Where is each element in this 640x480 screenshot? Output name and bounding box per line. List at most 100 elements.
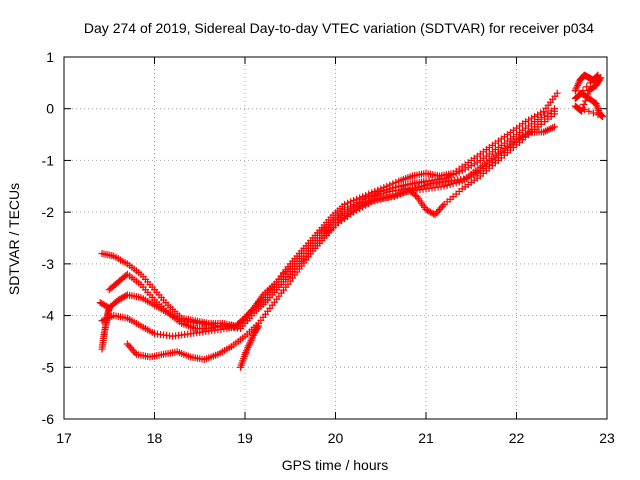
y-tick-label: -6 xyxy=(42,411,55,427)
data-point xyxy=(439,202,447,210)
data-point xyxy=(371,192,379,200)
y-tick-label: -1 xyxy=(42,152,55,168)
data-point xyxy=(433,209,441,217)
data-point xyxy=(534,111,542,119)
data-point xyxy=(248,335,256,343)
data-point xyxy=(246,340,254,348)
y-tick-label: -5 xyxy=(42,359,55,375)
data-point xyxy=(592,100,600,108)
data-point xyxy=(411,184,419,192)
data-point xyxy=(594,111,602,119)
data-point xyxy=(119,293,127,301)
data-point xyxy=(431,211,439,219)
y-tick-label: -2 xyxy=(42,204,55,220)
data-point xyxy=(129,347,137,355)
data-point xyxy=(446,181,454,189)
x-tick-label: 19 xyxy=(237,430,253,446)
data-point xyxy=(597,74,605,82)
data-point xyxy=(369,197,377,205)
data-point xyxy=(243,345,251,353)
data-point xyxy=(101,301,109,309)
data-point xyxy=(573,83,581,91)
y-tick-label: -4 xyxy=(42,308,55,324)
data-point xyxy=(581,97,589,105)
data-point xyxy=(99,300,107,308)
data-point xyxy=(390,193,398,201)
axes: 17 18 19 20 21 22 23 -6 -5 -4 -3 -2 -1 0 1 xyxy=(42,49,615,446)
data-point xyxy=(414,183,422,191)
data-point xyxy=(114,296,122,304)
data-point xyxy=(424,206,432,214)
chart-title: Day 274 of 2019, Sidereal Day-to-day VTE… xyxy=(84,20,594,36)
data-point xyxy=(344,199,352,207)
data-point xyxy=(383,188,391,196)
data-point xyxy=(380,189,388,197)
data-point xyxy=(473,158,481,166)
data-point xyxy=(365,194,373,202)
data-point xyxy=(578,107,586,115)
data-point xyxy=(584,90,592,98)
data-point xyxy=(574,80,582,88)
data-point xyxy=(551,107,559,115)
y-axis-label: SDTVAR / TECUs xyxy=(6,183,22,295)
data-point xyxy=(353,195,361,203)
data-point xyxy=(246,338,254,346)
data-point xyxy=(586,79,594,87)
y-tick-label: -3 xyxy=(42,256,55,272)
data-point xyxy=(368,193,376,201)
data-point xyxy=(405,186,413,194)
data-point xyxy=(422,206,430,214)
data-point xyxy=(386,181,394,189)
data-point xyxy=(528,114,536,122)
data-point xyxy=(424,181,432,189)
data-point xyxy=(417,182,425,190)
data-point xyxy=(363,199,371,207)
data-point xyxy=(128,345,136,353)
data-point xyxy=(553,89,561,97)
data-point xyxy=(583,83,591,91)
data-point xyxy=(411,191,419,199)
data-point xyxy=(377,190,385,198)
data-point xyxy=(595,106,603,114)
data-point xyxy=(98,300,106,308)
data-point xyxy=(254,323,262,331)
data-point xyxy=(443,181,451,189)
data-point xyxy=(366,198,374,206)
data-point xyxy=(245,342,253,350)
data-point xyxy=(574,81,582,89)
data-point xyxy=(123,340,131,348)
data-point xyxy=(244,343,252,351)
data-point xyxy=(105,304,113,312)
data-point xyxy=(126,343,134,351)
data-point xyxy=(393,191,401,199)
data-point xyxy=(249,306,257,314)
data-point xyxy=(125,342,133,350)
data-point xyxy=(255,322,263,330)
data-point xyxy=(389,180,397,188)
data-point xyxy=(243,347,251,355)
data-point xyxy=(585,107,593,115)
data-point xyxy=(117,294,125,302)
data-point xyxy=(350,197,358,205)
data-point xyxy=(582,94,590,102)
series-track-6 xyxy=(236,322,263,371)
data-point xyxy=(341,200,349,208)
x-tick-label: 17 xyxy=(56,430,72,446)
data-point xyxy=(589,109,597,117)
data-point xyxy=(120,293,128,301)
data-point xyxy=(399,189,407,197)
x-tick-label: 21 xyxy=(418,430,434,446)
data-point xyxy=(572,85,580,93)
data-point xyxy=(437,204,445,212)
y-tick-label: 0 xyxy=(46,101,54,117)
data-point xyxy=(392,178,400,186)
x-tick-label: 18 xyxy=(147,430,163,446)
series-track-5 xyxy=(123,107,559,364)
data-point xyxy=(525,116,533,124)
data-point xyxy=(96,299,104,307)
x-tick-label: 20 xyxy=(328,430,344,446)
data-point xyxy=(579,104,587,112)
data-point xyxy=(425,207,433,215)
data-point xyxy=(434,207,442,215)
